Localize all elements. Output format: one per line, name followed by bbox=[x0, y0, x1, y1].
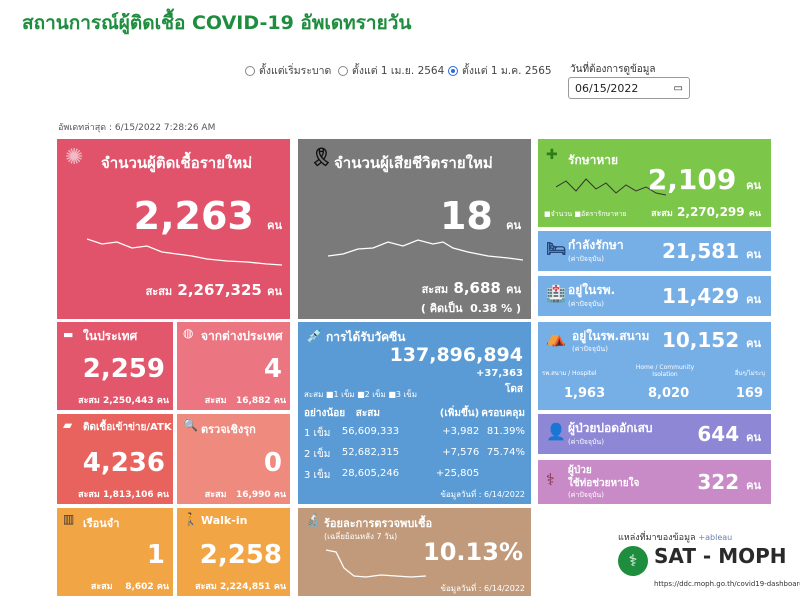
field-hospital-card: ⛺ อยู่ในรพ.สนาม (ค่าปัจจุบัน) 10,152 คน … bbox=[538, 322, 771, 410]
deaths-percent: 0.38 % ) bbox=[470, 302, 521, 315]
test-kit-icon: ▰ bbox=[63, 418, 73, 432]
hospital-value: 11,429 bbox=[661, 284, 740, 308]
magnifier-icon: 🔍 bbox=[183, 418, 198, 432]
walking-icon: 🚶 bbox=[183, 512, 198, 526]
ventilator-value: 322 bbox=[697, 470, 740, 494]
hospital-icon: 🏥 bbox=[546, 284, 566, 303]
recovered-cumulative: 2,270,299 bbox=[677, 205, 745, 219]
field-hospitel-value: 1,963 bbox=[564, 386, 606, 401]
deaths-card: 🎗 จำนวนผู้เสียชีวิตรายใหม่ 18 คน สะสม 8,… bbox=[298, 139, 531, 319]
proactive-card: 🔍 ตรวจเชิงรุก 0 สะสม 16,990 คน bbox=[177, 414, 290, 504]
prison-card: ▥ เรือนจำ 1 สะสม 8,602 คน bbox=[57, 508, 173, 596]
positivity-card: 🔬 ร้อยละการตรวจพบเชื้อ (เฉลี่ยย้อนหลัง 7… bbox=[298, 508, 531, 596]
radio-since-apr-2564[interactable]: ตั้งแต่ 1 เม.ย. 2564 bbox=[338, 62, 444, 79]
ventilator-icon: ⚕ bbox=[546, 470, 555, 489]
vaccine-total: 137,896,894 bbox=[389, 344, 523, 366]
proactive-value: 0 bbox=[263, 448, 282, 478]
tableau-logo: +ableau bbox=[698, 533, 733, 542]
deaths-cumulative: 8,688 bbox=[453, 279, 501, 297]
atk-card: ▰ ติดเชื้อเข้าข่าย/ATK 4,236 สะสม 1,813,… bbox=[57, 414, 173, 504]
prison-icon: ▥ bbox=[63, 512, 75, 526]
new-cases-value: 2,263 bbox=[133, 194, 254, 238]
atk-value: 4,236 bbox=[82, 448, 165, 478]
radio-since-start[interactable]: ตั้งแต่เริ่มระบาด bbox=[245, 62, 331, 79]
deaths-value: 18 bbox=[439, 194, 493, 238]
new-cases-title: จำนวนผู้ติดเชื้อรายใหม่ bbox=[101, 154, 253, 172]
deaths-sparkline bbox=[328, 239, 523, 261]
microscope-icon: 🔬 bbox=[306, 513, 321, 527]
positivity-sparkline bbox=[326, 549, 426, 578]
ventilator-card: ⚕ ผู้ป่วย ใช้ท่อช่วยหายใจ (ค่าปัจจุบัน) … bbox=[538, 460, 771, 504]
recovered-legend: ■จำนวน ■อัตรารักษาหาย bbox=[544, 210, 627, 218]
recovered-value: 2,109 bbox=[647, 163, 737, 196]
thai-flag-icon: ▬ bbox=[63, 328, 74, 341]
new-cases-card: ✺ จำนวนผู้ติดเชื้อรายใหม่ 2,263 คน สะสม … bbox=[57, 139, 290, 319]
field-home-isolation-value: 8,020 bbox=[648, 386, 690, 401]
domestic-value: 2,259 bbox=[82, 354, 165, 384]
recovered-card: ✚ รักษาหาย 2,109 คน ■จำนวน ■อัตรารักษาหา… bbox=[538, 139, 771, 227]
source-org: SAT - MOPH bbox=[654, 544, 787, 568]
bed-icon: 🛏 bbox=[546, 239, 567, 258]
virus-icon: ✺ bbox=[65, 145, 84, 170]
vaccine-new: +37,363 bbox=[476, 368, 523, 379]
prison-value: 1 bbox=[146, 540, 165, 570]
new-cases-cumulative: 2,267,325 bbox=[177, 281, 262, 299]
date-label: วันที่ต้องการดูข้อมูล bbox=[570, 64, 656, 75]
deaths-title: จำนวนผู้เสียชีวิตรายใหม่ bbox=[334, 154, 493, 172]
radio-dot[interactable] bbox=[338, 65, 348, 76]
abroad-value: 4 bbox=[263, 354, 282, 384]
field-value: 10,152 bbox=[661, 328, 740, 352]
hospital-card: 🏥 อยู่ในรพ. (ค่าปัจจุบัน) 11,429 คน bbox=[538, 276, 771, 316]
vaccine-row: 1 เข็ม 56,609,333 +3,982 81.39% bbox=[304, 426, 526, 439]
radio-dot-selected[interactable] bbox=[448, 65, 458, 76]
abroad-card: ◍ จากต่างประเทศ 4 สะสม 16,882 คน bbox=[177, 322, 290, 410]
vaccine-row: 3 เข็ม 28,605,246 +25,805 bbox=[304, 468, 480, 481]
treating-card: 🛏 กำลังรักษา (ค่าปัจจุบัน) 21,581 คน bbox=[538, 231, 771, 271]
vaccine-legend: สะสม ■1 เข็ม ■2 เข็ม ■3 เข็ม bbox=[304, 390, 417, 399]
severe-value: 644 bbox=[697, 422, 740, 446]
tent-icon: ⛺ bbox=[546, 328, 566, 347]
recovered-sparkline bbox=[556, 178, 666, 196]
source-label: แหล่งที่มาของข้อมูล +ableau bbox=[618, 533, 733, 543]
patient-icon: 👤 bbox=[546, 422, 566, 441]
ribbon-icon: 🎗 bbox=[310, 147, 333, 168]
source-url[interactable]: https://ddc.moph.go.th/covid19-dashboard bbox=[654, 580, 800, 588]
field-other-value: 169 bbox=[735, 386, 763, 401]
severe-card: 👤 ผู้ป่วยปอดอักเสบ (ค่าปัจจุบัน) 644 คน bbox=[538, 414, 771, 454]
syringe-icon: 💉 bbox=[306, 328, 324, 344]
domestic-card: ▬ ในประเทศ 2,259 สะสม 2,250,443 คน bbox=[57, 322, 173, 410]
globe-icon: ◍ bbox=[183, 326, 194, 340]
radio-since-jan-2565[interactable]: ตั้งแต่ 1 ม.ค. 2565 bbox=[448, 62, 552, 79]
treating-value: 21,581 bbox=[661, 239, 740, 263]
page-title: สถานการณ์ผู้ติดเชื้อ COVID-19 อัพเดทรายว… bbox=[22, 12, 412, 34]
last-updated: อัพเดทล่าสุด : 6/15/2022 7:28:26 AM bbox=[58, 123, 216, 133]
medical-cross-icon: ✚ bbox=[546, 147, 558, 163]
walkin-card: 🚶 Walk-in 2,258 สะสม 2,224,851 คน bbox=[177, 508, 290, 596]
walkin-value: 2,258 bbox=[199, 540, 282, 570]
positivity-value: 10.13% bbox=[423, 538, 523, 566]
vaccine-header-row: อย่างน้อย สะสม (เพิ่มขึ้น) ครอบคลุม bbox=[304, 408, 526, 419]
calendar-icon[interactable]: ▭ bbox=[673, 82, 683, 94]
vaccine-row: 2 เข็ม 52,682,315 +7,576 75.74% bbox=[304, 447, 526, 460]
vaccine-card: 💉 การได้รับวัคซีน 137,896,894 +37,363 โด… bbox=[298, 322, 531, 504]
new-cases-sparkline bbox=[87, 238, 282, 266]
moph-logo-icon: ⚕ bbox=[618, 546, 648, 576]
date-input[interactable]: 06/15/2022 ▭ bbox=[568, 77, 690, 99]
radio-dot[interactable] bbox=[245, 65, 255, 76]
